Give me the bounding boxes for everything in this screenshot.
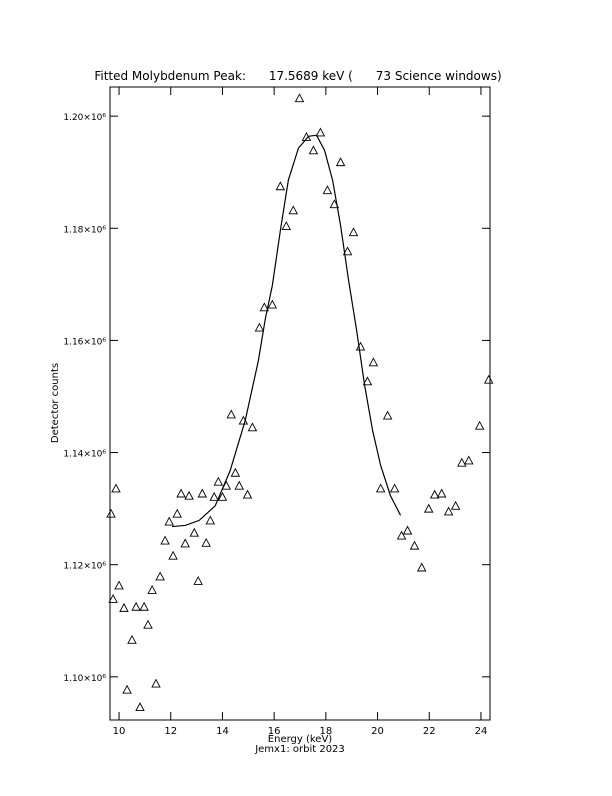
data-point [281,221,292,230]
data-point [189,527,200,537]
data-point [436,488,447,498]
x-tick-label: 20 [371,726,384,737]
data-point [335,157,346,167]
y-axis-label: Detector counts [50,363,61,443]
data-point [213,476,224,486]
data-point [193,575,203,585]
data-point [172,508,182,518]
data-point [230,467,241,477]
data-point [450,500,461,510]
data-point [315,127,326,137]
data-point [396,530,407,540]
x-tick-label: 22 [423,726,436,737]
data-point [164,516,174,526]
data-point [483,374,494,384]
data-point [176,488,186,498]
x-tick-label: 16 [268,726,281,737]
x-axis-label: Energy (keV) [268,734,333,745]
data-point [464,455,474,465]
data-point [267,299,278,309]
data-point [168,550,178,560]
data-point [217,491,228,501]
data-point [143,619,153,629]
data-point [322,185,333,195]
data-point [375,483,386,493]
data-point [402,525,413,535]
data-point [106,508,116,518]
data-point [111,483,121,493]
data-point [209,491,219,501]
data-point [288,205,299,215]
data-point [108,593,118,603]
data-point [275,181,286,191]
data-point [135,702,145,712]
data-point [201,537,211,547]
data-point [234,480,245,490]
data-point [348,227,359,237]
data-point [423,503,434,513]
data-point [184,490,194,500]
data-point [151,678,161,688]
data-point [160,535,170,545]
x-tick-label: 18 [319,726,332,737]
data-point [429,489,440,499]
data-point [155,571,165,581]
data-point [382,410,393,420]
y-tick-label: 1.16×10⁶ [63,337,106,347]
y-tick-label: 1.10×10⁶ [63,674,106,684]
data-point [197,488,208,498]
x-tick-label: 10 [113,726,126,737]
data-point [127,634,137,644]
chart-title: Fitted Molybdenum Peak: 17.5689 keV ( 73… [94,69,501,83]
y-tick-label: 1.20×10⁶ [63,113,106,123]
x-tick-label: 24 [475,726,488,737]
plot-frame [109,86,491,721]
data-point [259,302,270,312]
data-point [114,580,124,590]
x-tick-label: 12 [164,726,177,737]
x-tick-label: 14 [216,726,229,737]
data-point [122,684,132,694]
y-tick-label: 1.14×10⁶ [63,450,106,460]
data-point [443,506,454,516]
data-point [308,145,319,155]
fit-line [171,134,402,528]
data-point [247,422,258,432]
data-point [457,457,467,467]
data-point [368,357,379,367]
data-point [294,93,305,103]
data-point [226,409,236,419]
data-point [389,483,400,493]
subtitle: Jemx1: orbit 2023 [254,744,345,755]
data-point [139,601,149,611]
data-point [131,601,141,611]
y-tick-label: 1.18×10⁶ [63,225,106,235]
data-point [362,376,373,386]
data-point [242,489,253,499]
data-point [119,602,129,612]
data-point [474,420,485,430]
y-tick-label: 1.12×10⁶ [63,562,106,572]
data-point [254,322,265,332]
data-point [205,515,216,525]
data-point [342,246,353,256]
data-point [147,584,157,594]
data-point [180,538,190,548]
data-point [417,562,427,572]
data-point [409,540,420,550]
